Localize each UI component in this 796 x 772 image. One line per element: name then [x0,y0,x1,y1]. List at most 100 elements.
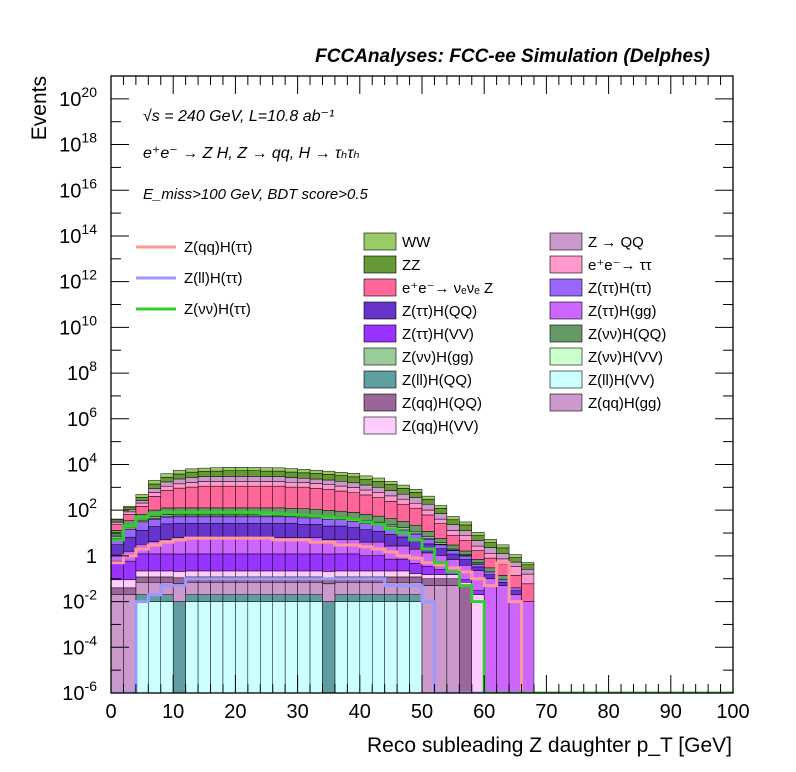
stack-bar [309,478,323,484]
stack-bar [210,601,224,693]
stack-bar [322,510,336,517]
stack-bar [222,467,236,471]
stack-bar [434,523,448,539]
legend-line-label: Z(qq)H(ττ) [184,239,253,256]
stack-bar [123,511,137,515]
stack-layer [135,594,423,693]
stack-bar [297,482,311,488]
stack-bar [210,470,224,477]
stack-bar [396,576,410,583]
stack-bar [496,547,510,555]
stack-bar [359,555,373,572]
stack-bar [384,570,398,578]
stack-bar [222,601,236,693]
stack-bar [334,475,348,482]
stack-bar [459,585,473,693]
stack-bar [471,550,485,560]
stack-bar [446,519,460,526]
legend-box-swatch [363,301,397,320]
stack-bar [297,524,311,538]
stack-bar [197,570,211,578]
stack-bar [197,481,211,487]
stack-bar [272,594,286,602]
stack-bar [210,553,224,572]
stack-bar [135,502,149,507]
stack-bar [483,567,497,573]
stack-bar [446,544,460,550]
stack-bar [235,582,249,595]
stack-bar [334,472,348,476]
stack-bar [272,553,286,572]
stack-bar [284,553,298,572]
stack-bar [160,570,174,578]
legend-box-swatch [549,255,583,274]
stack-bar [123,505,137,508]
stack-bar [371,594,385,602]
stack-bar [347,582,361,595]
x-tick-label: 70 [535,701,557,723]
axes: 0 10 20 30 40 50 60 70 80 90 10010-610-410-2110210… [59,75,750,723]
stack-bar [421,552,435,567]
stack-bar [384,501,398,519]
stack-bar [148,496,162,511]
stack-bar [446,550,460,555]
stack-bar [459,530,473,536]
stack-bar [384,601,398,693]
stack-bar [371,555,385,572]
legend-box-label: Z(ll)H(QQ) [402,372,472,389]
stack-bar [185,468,199,473]
stack-bar [309,517,323,525]
stack-bar [446,553,460,560]
stack-bar [148,492,162,497]
stack-bar [123,579,137,589]
stack-bar [421,531,435,538]
stack-bar [197,594,211,602]
stack-bar [508,594,522,693]
stack-bar [396,498,410,505]
stack-bar [334,519,348,527]
legend-box-swatch [363,324,397,343]
stack-bar [421,514,435,532]
stack-bar [384,518,398,526]
stack-bar [446,516,460,521]
stack-bar [359,475,373,480]
stack-layer [111,523,522,595]
stack-bar [508,590,522,595]
stack-bar [409,576,423,583]
stack-bar [160,485,174,491]
stack-bar [297,472,311,479]
legend-line-label: Z(ll)H(ττ) [184,270,243,287]
stack-bar [309,594,323,602]
stack-bar [359,494,373,515]
stack-bar [359,594,373,602]
stack-bar [521,573,535,585]
stack-bar [347,601,361,693]
stack-bar [284,516,298,524]
stack-bar [309,553,323,572]
stack-bar [409,492,423,498]
stack-bar [148,488,162,493]
stack-bar [185,523,199,538]
stack-bar [185,482,199,488]
stack-bar [396,570,410,578]
stack-bar [471,570,485,591]
stack-bar [272,516,286,524]
stack-bar [471,545,485,551]
stack-bar [123,529,137,538]
stack-bar [409,601,423,693]
y-tick-label: 104 [67,449,97,476]
stack-bar [334,601,348,693]
stack-bar [197,537,211,555]
stack-layer [111,470,535,570]
stack-bar [508,554,522,558]
stack-bar [347,570,361,578]
legend-box-label: Z(ll)H(VV) [588,372,655,389]
stack-bar [371,570,385,578]
stack-bar [222,553,236,572]
stack-bar [111,522,124,525]
stack-bar [483,571,497,575]
y-tick-label: 108 [67,358,97,385]
legend-box-label: Z(νν)H(QQ) [588,326,666,343]
stack-bar [135,582,149,595]
stack-bar [446,578,460,586]
